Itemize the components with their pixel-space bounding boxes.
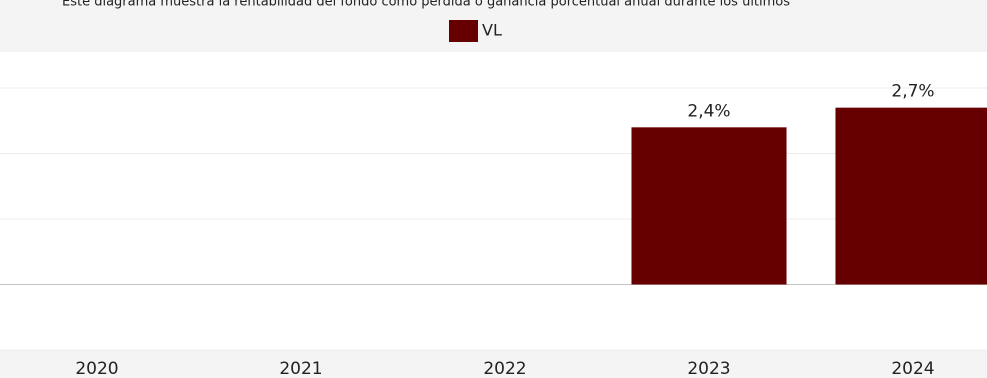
x-tick-label: 2021 (279, 359, 322, 378)
x-tick-label: 2023 (687, 359, 730, 378)
bar (835, 107, 987, 285)
x-tick-label: 2020 (75, 359, 118, 378)
plot-area (0, 52, 987, 350)
value-label: 2,4% (687, 101, 730, 121)
value-label: 2,7% (891, 82, 934, 102)
x-tick-label: 2024 (891, 359, 934, 378)
x-tick-label: 2022 (483, 359, 526, 378)
legend-swatch (449, 20, 478, 42)
bar (631, 127, 787, 285)
legend-label: VL (482, 21, 502, 40)
chart-title: Este diagrama muestra la rentabilidad de… (62, 0, 790, 10)
